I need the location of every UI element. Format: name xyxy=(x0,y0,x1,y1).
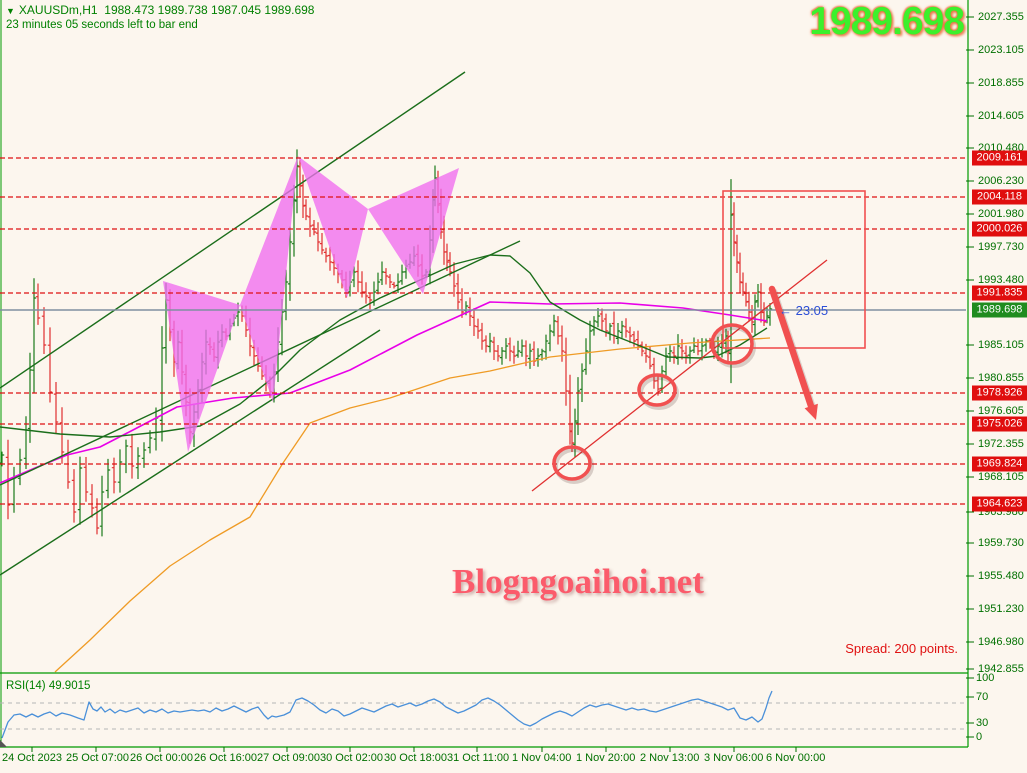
level-price-tag: 2004.118 xyxy=(972,189,1027,205)
time-tick-label: 25 Oct 07:00 xyxy=(66,752,129,764)
price-tick-label: 1980.855 xyxy=(978,372,1024,384)
price-tick-label: 2014.605 xyxy=(978,110,1024,122)
ma-orange-line xyxy=(54,337,771,673)
price-tick-label: 2018.855 xyxy=(978,77,1024,89)
level-price-tag: 1969.824 xyxy=(972,456,1027,472)
rsi-scale-label: 30 xyxy=(976,717,989,729)
price-tick-label: 2001.980 xyxy=(978,208,1024,220)
time-tick-label: 1 Nov 20:00 xyxy=(576,752,636,764)
chart-frame xyxy=(0,0,974,752)
price-tick-label: 1985.105 xyxy=(978,339,1024,351)
watermark-text: Blogngoaihoi.net xyxy=(452,562,704,601)
highlight-circle-2[interactable] xyxy=(637,373,677,407)
level-price-tag: 1964.623 xyxy=(972,496,1027,512)
ma-magenta-line xyxy=(0,301,768,484)
harmonic-pattern[interactable] xyxy=(163,156,459,452)
time-tick-label: 6 Nov 00:00 xyxy=(766,752,826,764)
time-tick-label: 30 Oct 18:00 xyxy=(384,752,447,764)
time-tick-label: 2 Nov 13:00 xyxy=(640,752,700,764)
sell-direction-arrow[interactable] xyxy=(768,285,815,410)
time-tick-label: 24 Oct 2023 xyxy=(2,752,62,764)
red-ascending-trendline[interactable] xyxy=(531,259,828,492)
price-tick-label: 1976.605 xyxy=(978,405,1024,417)
level-price-tag: 1975.026 xyxy=(972,416,1027,432)
price-tick-label: 2023.105 xyxy=(978,44,1024,56)
time-tick-label: 1 Nov 04:00 xyxy=(512,752,572,764)
price-tick-label: 1946.980 xyxy=(978,636,1024,648)
level-price-tag: 2009.161 xyxy=(972,150,1027,166)
drawing-tools[interactable] xyxy=(531,190,866,492)
price-tick-label: 1997.730 xyxy=(978,241,1024,253)
steep-trendline xyxy=(0,71,466,389)
symbol-ohlc-text: XAUUSDm,H1 1988.473 1989.738 1987.045 19… xyxy=(18,3,315,17)
rsi-scale-label: 0 xyxy=(976,731,983,743)
time-tick-label: 30 Oct 02:00 xyxy=(320,752,383,764)
bar-countdown-text: 23 minutes 05 seconds left to bar end xyxy=(6,19,198,31)
time-tick-label: 26 Oct 16:00 xyxy=(194,752,257,764)
price-tick-label: 1968.105 xyxy=(978,471,1024,483)
price-tick-label: 2027.355 xyxy=(978,11,1024,23)
channel-low xyxy=(0,329,381,576)
price-bars xyxy=(0,149,773,537)
price-tick-label: 1959.730 xyxy=(978,537,1024,549)
highlight-circle-1[interactable] xyxy=(552,445,592,481)
rsi-indicator-label: RSI(14) 49.9015 xyxy=(6,680,91,692)
bid-price-tag: 1989.698 xyxy=(972,302,1027,318)
rsi-scale-label: 100 xyxy=(976,672,995,684)
rsi-indicator-plot xyxy=(0,690,968,739)
price-tick-label: 1942.855 xyxy=(978,663,1024,675)
time-tick-label: 26 Oct 00:00 xyxy=(130,752,193,764)
big-current-price: 1989.698 xyxy=(809,0,965,43)
time-tick-label: 27 Oct 09:00 xyxy=(257,752,320,764)
price-tick-label: 1951.230 xyxy=(978,603,1024,615)
time-tick-label: 31 Oct 11:00 xyxy=(447,752,510,764)
spread-label: Spread: 200 points. xyxy=(845,641,958,656)
price-tick-label: 2006.230 xyxy=(978,175,1024,187)
support-resistance-level-lines[interactable] xyxy=(0,157,966,505)
price-tick-label: 1993.480 xyxy=(978,274,1024,286)
rsi-scale-label: 70 xyxy=(976,691,989,703)
bar-time-remaining-tag: ← 23:05 xyxy=(779,303,829,318)
highlight-circle-3[interactable] xyxy=(710,323,754,365)
level-price-tag: 2000.026 xyxy=(972,221,1027,237)
dropdown-arrow-icon[interactable]: ▼ xyxy=(6,6,15,16)
level-price-tag: 1978.926 xyxy=(972,385,1027,401)
panel-resize-grip[interactable] xyxy=(0,740,7,747)
time-tick-label: 3 Nov 06:00 xyxy=(704,752,764,764)
level-price-tag: 1991.835 xyxy=(972,285,1027,301)
price-tick-label: 1955.480 xyxy=(978,570,1024,582)
price-tick-label: 1972.355 xyxy=(978,438,1024,450)
symbol-header[interactable]: ▼ XAUUSDm,H1 1988.473 1989.738 1987.045 1… xyxy=(6,3,314,17)
